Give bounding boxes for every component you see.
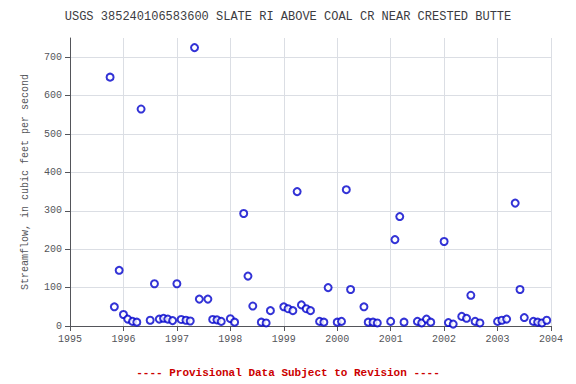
svg-text:2000: 2000 xyxy=(325,334,349,345)
svg-text:100: 100 xyxy=(44,282,62,293)
svg-text:1997: 1997 xyxy=(165,334,189,345)
svg-text:300: 300 xyxy=(44,205,62,216)
svg-text:2002: 2002 xyxy=(432,334,456,345)
svg-text:1996: 1996 xyxy=(111,334,135,345)
svg-text:700: 700 xyxy=(44,52,62,63)
svg-text:1998: 1998 xyxy=(218,334,242,345)
svg-text:USGS 385240106583600 SLATE RI: USGS 385240106583600 SLATE RI ABOVE COAL… xyxy=(65,10,511,24)
svg-text:1999: 1999 xyxy=(272,334,296,345)
svg-text:600: 600 xyxy=(44,90,62,101)
svg-text:400: 400 xyxy=(44,167,62,178)
svg-text:0: 0 xyxy=(56,321,62,332)
svg-text:200: 200 xyxy=(44,244,62,255)
svg-text:1995: 1995 xyxy=(58,334,82,345)
svg-text:Streamflow, in cubic feet per: Streamflow, in cubic feet per second xyxy=(20,74,31,290)
svg-text:500: 500 xyxy=(44,129,62,140)
svg-text:2004: 2004 xyxy=(539,334,563,345)
svg-text:---- Provisional Data Subject: ---- Provisional Data Subject to Revisio… xyxy=(136,367,440,379)
svg-text:2003: 2003 xyxy=(486,334,510,345)
svg-text:2001: 2001 xyxy=(379,334,403,345)
